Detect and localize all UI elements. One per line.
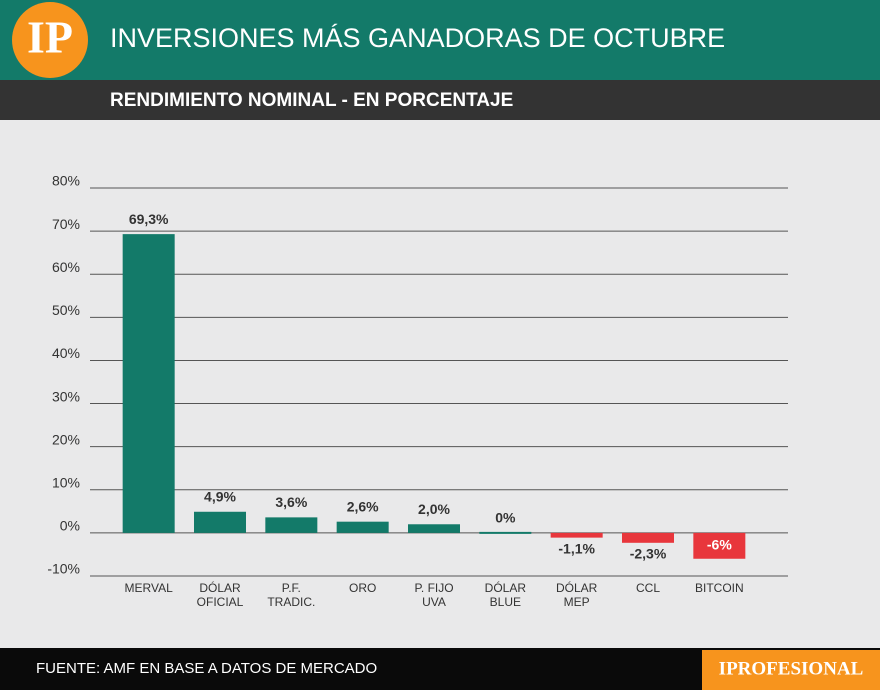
bar	[194, 511, 246, 533]
source: FUENTE: AMF EN BASE A DATOS DE MERCADO	[36, 660, 377, 677]
brand: IPROFESIONAL	[719, 658, 864, 679]
y-tick-label: 40%	[52, 345, 80, 361]
value-label: -1,1%	[558, 540, 595, 556]
x-tick-label: P. FIJO	[414, 581, 453, 595]
header-band	[0, 0, 880, 80]
y-tick-label: 20%	[52, 431, 80, 447]
x-tick-label: OFICIAL	[197, 595, 244, 609]
y-tick-label: 10%	[52, 474, 80, 490]
value-label: 0%	[495, 510, 516, 526]
bar	[336, 521, 389, 533]
x-tick-label: ORO	[349, 581, 376, 595]
y-tick-label: 60%	[52, 259, 80, 275]
plot: -10% 0% 10% 20% 30% 40% 50% 60% 70% 80% MERVAL 69,3…	[47, 173, 788, 609]
x-tick-label: CCL	[636, 581, 660, 595]
bar	[408, 524, 460, 533]
y-tick-label: 50%	[52, 302, 80, 318]
bar	[693, 532, 746, 559]
value-label: 4,9%	[204, 488, 236, 504]
value-label: 3,6%	[275, 494, 307, 510]
x-tick-label: TRADIC.	[267, 595, 315, 609]
value-label: 2,6%	[347, 498, 379, 514]
bar	[550, 532, 603, 538]
bar	[122, 234, 175, 533]
value-label: 69,3%	[129, 211, 169, 227]
x-tick-label: MERVAL	[125, 581, 174, 595]
chart-title: INVERSIONES MÁS GANADORAS DE OCTUBRE	[110, 23, 725, 53]
y-tick-label: -10%	[47, 561, 80, 577]
x-tick-label: BITCOIN	[695, 581, 744, 595]
bar	[479, 531, 532, 534]
y-tick-label: 0%	[60, 518, 80, 534]
logo-circle	[12, 2, 88, 78]
x-tick-label: P.F.	[282, 581, 301, 595]
value-label: 2,0%	[418, 501, 450, 517]
logo: IP	[27, 12, 73, 63]
x-tick-label: DÓLAR	[556, 580, 598, 595]
bar	[265, 517, 318, 533]
bar	[622, 532, 674, 543]
x-tick-label: UVA	[422, 595, 446, 609]
x-tick-label: DÓLAR	[199, 580, 241, 595]
y-tick-label: 70%	[52, 216, 80, 232]
x-tick-label: BLUE	[490, 595, 521, 609]
x-tick-label: DÓLAR	[485, 580, 527, 595]
subtitle-band	[0, 80, 880, 120]
value-label: -2,3%	[630, 546, 667, 562]
chart-subtitle: RENDIMIENTO NOMINAL - EN PORCENTAJE	[110, 90, 513, 111]
y-tick-label: 30%	[52, 388, 80, 404]
value-label: -6%	[707, 537, 732, 553]
x-tick-label: MEP	[564, 595, 590, 609]
brand-box	[702, 650, 880, 690]
y-tick-label: 80%	[52, 173, 80, 189]
